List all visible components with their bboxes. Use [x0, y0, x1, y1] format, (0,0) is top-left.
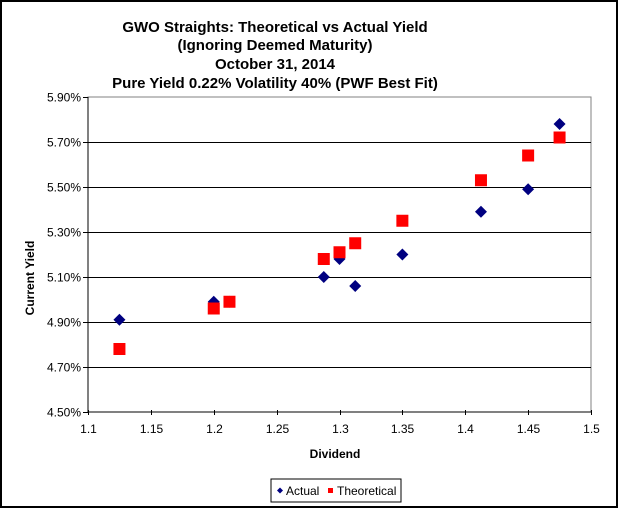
y-tick-label: 4.70%	[47, 361, 81, 375]
y-tick-label: 5.90%	[47, 91, 81, 105]
legend-label-actual: Actual	[286, 484, 319, 498]
x-tick-label: 1.45	[517, 422, 541, 436]
data-point-theoretical	[317, 253, 330, 265]
data-point-theoretical	[113, 343, 126, 355]
x-tick-label: 1.25	[266, 422, 290, 436]
legend-marker-actual	[277, 487, 283, 494]
y-tick-label: 5.10%	[47, 271, 81, 285]
data-point-theoretical	[207, 302, 220, 315]
chart-title-line-1: GWO Straights: Theoretical vs Actual Yie…	[122, 19, 427, 36]
y-tick-label: 5.30%	[47, 226, 81, 240]
legend-item-theoretical: Theoretical	[328, 484, 396, 498]
x-tick-label: 1.4	[457, 422, 474, 436]
x-tick-label: 1.3	[332, 422, 349, 436]
y-tick-label: 4.50%	[47, 406, 81, 420]
x-tick-label: 1.2	[206, 422, 223, 436]
y-axis-ticks: 4.50% 4.70% 4.90% 5.10% 5.30% 5.50% 5.70% 5.90%	[47, 91, 88, 420]
data-point-actual	[553, 118, 566, 130]
y-tick-label: 5.50%	[47, 181, 81, 195]
data-point-theoretical	[553, 131, 566, 144]
data-point-actual	[396, 248, 409, 261]
data-point-theoretical	[474, 174, 487, 187]
data-point-theoretical	[396, 214, 409, 227]
legend-marker-theoretical	[328, 488, 333, 493]
x-tick-label: 1.5	[583, 422, 600, 436]
legend-item-actual: Actual	[277, 484, 319, 498]
legend-box	[270, 478, 402, 503]
gridlines	[88, 142, 591, 368]
x-axis-title: Dividend	[310, 447, 361, 461]
chart-title-line-4: Pure Yield 0.22% Volatility 40% (PWF Bes…	[112, 75, 438, 92]
chart-title-line-3: October 31, 2014	[215, 56, 336, 73]
chart-title-line-2: (Ignoring Deemed Maturity)	[177, 37, 372, 54]
data-point-actual	[522, 183, 535, 196]
data-point-actual	[474, 205, 487, 218]
data-point-theoretical	[223, 295, 236, 308]
data-point-theoretical	[333, 246, 346, 259]
series-theoretical	[113, 131, 566, 355]
data-point-theoretical	[349, 237, 362, 250]
data-point-actual	[113, 313, 126, 326]
plot-area: 4.50% 4.70% 4.90% 5.10% 5.30% 5.50% 5.70% 5.90%…	[47, 91, 600, 437]
legend-label-theoretical: Theoretical	[337, 484, 396, 498]
data-point-actual	[349, 280, 362, 292]
x-tick-label: 1.35	[391, 422, 415, 436]
y-axis-title: Current Yield	[23, 241, 37, 316]
data-point-theoretical	[522, 149, 535, 162]
x-axis-ticks: 1.1 1.15 1.2 1.25 1.3 1.35 1.4 1.45 1.5	[80, 410, 600, 436]
y-tick-label: 4.90%	[47, 316, 81, 330]
legend: Actual Theoretical	[270, 478, 402, 503]
y-tick-label: 5.70%	[47, 136, 81, 150]
data-point-actual	[317, 271, 330, 283]
x-tick-label: 1.15	[140, 422, 164, 436]
x-tick-label: 1.1	[80, 422, 97, 436]
